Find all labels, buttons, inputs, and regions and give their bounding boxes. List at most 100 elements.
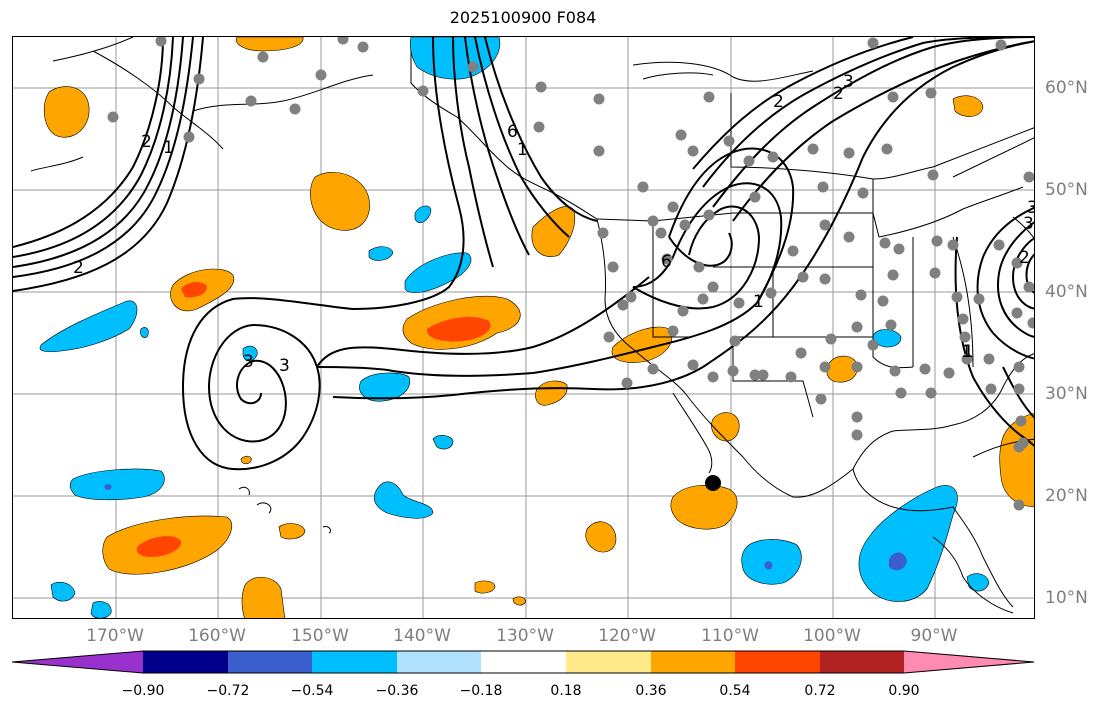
colorbar-segment: [228, 651, 312, 673]
station-dot-icon: [535, 81, 547, 93]
station-dot-icon: [693, 261, 705, 273]
colorbar-tick-label: 0.18: [550, 683, 582, 699]
contour-labels: 22161332613213231: [73, 72, 1034, 376]
latitude-label: 10°N: [1045, 588, 1088, 608]
station-dot-icon: [1023, 281, 1034, 293]
contour-label: 2: [141, 132, 152, 152]
station-dot-icon: [819, 361, 831, 373]
contour-label: 3: [279, 356, 290, 376]
latitude-label: 60°N: [1045, 78, 1088, 98]
station-dot-icon: [417, 85, 429, 97]
contour-label: 6: [661, 252, 672, 272]
station-dot-icon: [889, 365, 901, 377]
station-dot-icon: [183, 131, 195, 143]
colorbar-segment: [481, 651, 566, 673]
station-dot-icon: [749, 191, 761, 203]
station-dot-icon: [825, 333, 837, 345]
station-dot-icon: [625, 291, 637, 303]
station-dot-icon: [925, 387, 937, 399]
station-dot-icon: [675, 129, 687, 141]
longitude-label: 160°W: [188, 626, 246, 646]
station-dot-icon: [667, 201, 679, 213]
station-dot-icon: [851, 429, 863, 441]
map-canvas: 22161332613213231: [13, 37, 1034, 618]
station-dots: [107, 37, 1034, 511]
contour-label: 6: [507, 122, 518, 142]
station-dot-icon: [877, 295, 889, 307]
contour-label: 1: [753, 292, 764, 312]
station-dot-icon: [851, 411, 863, 423]
station-dot-icon: [887, 269, 899, 281]
colorbar-segment: [735, 651, 820, 673]
colorbar-tick-label: −0.18: [459, 683, 503, 699]
station-dot-icon: [919, 363, 931, 375]
station-dot-icon: [1013, 361, 1025, 373]
station-dot-icon: [593, 145, 605, 157]
station-dot-icon: [703, 209, 715, 221]
station-dot-icon: [703, 91, 715, 103]
contour-label: 1: [961, 342, 972, 362]
map-panel: 22161332613213231: [12, 36, 1035, 619]
station-dot-icon: [677, 305, 689, 317]
longitude-label: 100°W: [803, 626, 861, 646]
station-dot-icon: [1013, 499, 1025, 511]
station-dot-icon: [867, 339, 879, 351]
colorbar-segment: [397, 651, 481, 673]
station-dot-icon: [107, 111, 119, 123]
station-dot-icon: [733, 297, 745, 309]
station-dot-icon: [697, 293, 709, 305]
contour-label: 2: [773, 92, 784, 112]
station-dot-icon: [603, 331, 615, 343]
longitude-label: 110°W: [701, 626, 759, 646]
station-dot-icon: [687, 359, 699, 371]
station-dot-icon: [819, 273, 831, 285]
contour-label: 2: [73, 258, 84, 278]
station-dot-icon: [1011, 257, 1023, 269]
station-dot-icon: [729, 335, 741, 347]
station-dot-icon: [767, 151, 779, 163]
station-dot-icon: [983, 353, 995, 365]
longitude-label: 90°W: [910, 626, 958, 646]
map-title: 2025100900 F084: [449, 8, 597, 27]
station-dot-icon: [867, 37, 879, 49]
longitude-label: 140°W: [393, 626, 451, 646]
station-dot-icon: [533, 121, 545, 133]
colorbar-tick-label: −0.90: [121, 683, 165, 699]
station-dot-icon: [961, 353, 973, 365]
longitude-label: 120°W: [598, 626, 656, 646]
station-dot-icon: [1023, 171, 1034, 183]
latitude-label: 20°N: [1045, 486, 1088, 506]
station-dot-icon: [931, 235, 943, 247]
station-dot-icon: [993, 239, 1005, 251]
station-dot-icon: [785, 371, 797, 383]
station-dot-icon: [337, 37, 349, 45]
station-dot-icon: [985, 383, 997, 395]
station-dot-icon: [1013, 383, 1025, 395]
center-marker-icon: [705, 475, 721, 491]
colorbar-segment: [12, 651, 143, 673]
contour-label: 1: [163, 138, 174, 158]
coastlines: [30, 37, 1034, 614]
latitude-label: 40°N: [1045, 282, 1088, 302]
station-dot-icon: [995, 39, 1007, 51]
colorbar-segment: [904, 651, 1034, 673]
station-dot-icon: [1027, 317, 1034, 329]
colorbar-tick-label: −0.54: [290, 683, 334, 699]
colorbar-tick-label: −0.72: [206, 683, 250, 699]
colorbar-segment: [143, 651, 228, 673]
station-dot-icon: [1011, 307, 1023, 319]
station-dot-icon: [245, 95, 257, 107]
station-dot-icon: [757, 369, 769, 381]
latitude-label: 50°N: [1045, 180, 1088, 200]
longitude-label: 150°W: [291, 626, 349, 646]
station-dot-icon: [855, 289, 867, 301]
longitude-label: 170°W: [86, 626, 144, 646]
station-dot-icon: [727, 365, 739, 377]
station-dot-icon: [647, 363, 659, 375]
station-dot-icon: [679, 219, 691, 231]
contour-label: 3: [843, 72, 854, 92]
station-dot-icon: [807, 143, 819, 155]
station-dot-icon: [851, 361, 863, 373]
station-dot-icon: [289, 103, 301, 115]
station-dot-icon: [843, 147, 855, 159]
